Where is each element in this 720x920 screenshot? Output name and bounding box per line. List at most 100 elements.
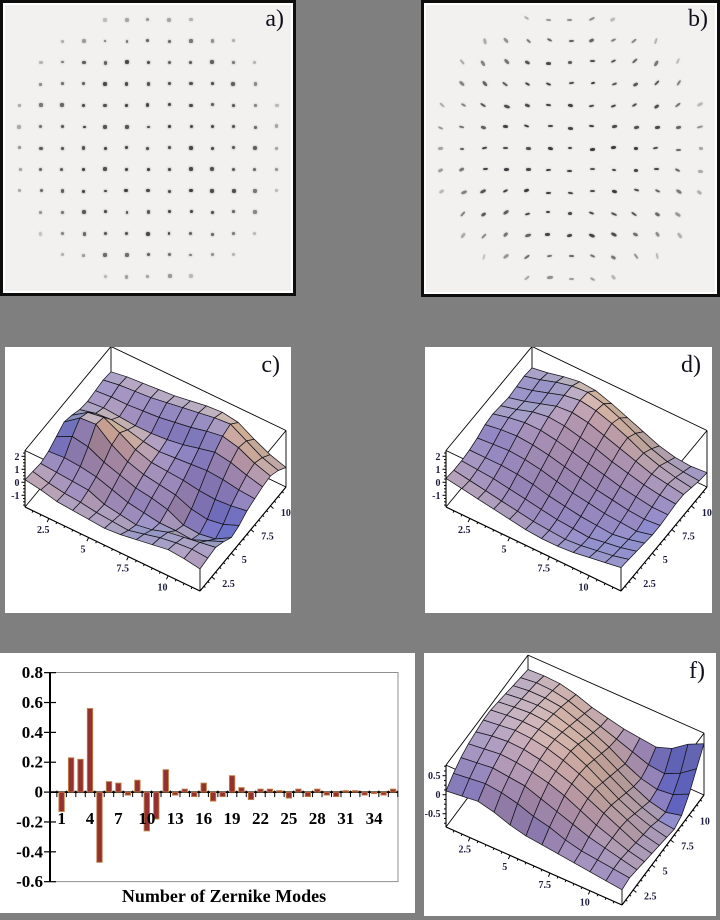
- lenslet-spot: [610, 58, 617, 64]
- svg-text:-0.4: -0.4: [16, 842, 43, 861]
- lenslet-spot: [588, 16, 595, 22]
- lenslet-spot: [696, 101, 703, 107]
- lenslet-spot: [545, 232, 551, 236]
- svg-text:2.5: 2.5: [458, 845, 471, 856]
- lenslet-spot: [167, 125, 171, 129]
- lenslet-spot: [253, 232, 257, 236]
- lenslet-spot: [61, 39, 65, 43]
- lenslet-spot: [545, 82, 551, 87]
- svg-text:0: 0: [436, 790, 441, 801]
- lenslet-spot: [674, 102, 681, 109]
- lenslet-spot: [274, 167, 278, 171]
- lenslet-spot: [675, 125, 681, 130]
- svg-text:5: 5: [502, 544, 507, 555]
- lenslet-spot: [124, 231, 129, 236]
- lenslet-spot: [502, 209, 509, 216]
- lenslet-spot: [567, 191, 573, 195]
- lenslet-spot: [146, 167, 150, 171]
- lenslet-spot: [525, 146, 531, 150]
- lenslet-spot: [125, 253, 129, 257]
- svg-text:10: 10: [158, 582, 168, 593]
- lenslet-spot: [567, 126, 573, 130]
- lenslet-spot: [39, 188, 44, 193]
- svg-text:25: 25: [280, 809, 297, 828]
- lenslet-spot: [124, 188, 128, 193]
- lenslet-spot: [654, 168, 660, 171]
- lenslet-spot: [146, 146, 150, 151]
- lenslet-spot: [189, 103, 193, 108]
- lenslet-spot: [168, 189, 172, 193]
- lenslet-spot: [525, 38, 531, 44]
- lenslet-spot: [610, 254, 616, 260]
- lenslet-spot: [481, 254, 486, 261]
- lenslet-spot: [211, 82, 214, 86]
- lenslet-spot: [567, 103, 574, 108]
- lenslet-spot: [167, 18, 171, 22]
- lenslet-spot: [125, 125, 129, 129]
- lenslet-spot: [631, 38, 638, 44]
- lenslet-spot: [654, 125, 660, 129]
- lenslet-spot: [210, 39, 214, 43]
- lenslet-spot: [502, 146, 508, 150]
- lenslet-spot: [189, 188, 194, 193]
- lenslet-spot: [610, 17, 616, 23]
- lenslet-spot: [654, 37, 659, 44]
- svg-text:2: 2: [15, 452, 20, 463]
- lenslet-spot: [545, 103, 551, 107]
- lenslet-spot: [479, 188, 487, 194]
- lenslet-spot: [188, 232, 192, 236]
- lenslet-spot: [61, 125, 65, 129]
- lenslet-spot: [568, 39, 574, 42]
- lenslet-spot: [18, 146, 22, 150]
- lenslet-spot: [253, 189, 257, 193]
- svg-text:10: 10: [580, 898, 590, 909]
- svg-text:2.5: 2.5: [37, 525, 50, 536]
- lenslet-spot: [676, 232, 682, 239]
- lenslet-spot: [524, 254, 531, 260]
- lenslet-spot: [653, 59, 659, 67]
- lenslet-spot: [610, 212, 617, 217]
- lenslet-spot: [168, 40, 171, 43]
- lenslet-spot: [437, 168, 443, 173]
- svg-text:7.5: 7.5: [261, 532, 274, 543]
- svg-text:5: 5: [502, 862, 507, 873]
- svg-text:10: 10: [579, 582, 589, 593]
- lenslet-spot: [167, 253, 172, 257]
- lenslet-spot: [60, 103, 64, 107]
- lenslet-spot: [546, 275, 553, 280]
- panel-a-spot-diagram: a): [0, 0, 296, 296]
- lenslet-spot: [168, 81, 172, 85]
- lenslet-spot: [167, 146, 171, 150]
- panel-b-spot-diagram: b): [421, 0, 720, 297]
- svg-text:-1: -1: [11, 491, 19, 502]
- svg-text:2: 2: [436, 452, 441, 463]
- lenslet-spot: [232, 103, 236, 107]
- lenslet-spot: [480, 125, 487, 130]
- lenslet-spot: [588, 37, 594, 43]
- lenslet-spot: [481, 232, 488, 239]
- lenslet-spot: [103, 167, 107, 171]
- svg-text:16: 16: [195, 809, 212, 828]
- lenslet-spot: [103, 232, 107, 236]
- panel-f-surface-plot: 2.5 5 7.5 10 2.5 5 7.5 10 -0.5 0 0.5 f): [424, 653, 716, 916]
- svg-text:0.6: 0.6: [22, 693, 43, 712]
- lenslet-spot: [653, 146, 659, 150]
- lenslet-spot: [60, 210, 65, 215]
- lenslet-spot: [81, 146, 86, 150]
- lenslet-spot: [502, 231, 509, 237]
- svg-text:7.5: 7.5: [538, 880, 551, 891]
- surface-plot-c-canvas: 2.5 5 7.5 10 2.5 5 7.5 10 -1 0 1 2: [11, 347, 291, 593]
- lenslet-spot: [566, 233, 573, 238]
- lenslet-spot: [524, 60, 531, 65]
- lenslet-spot: [61, 60, 65, 64]
- lenslet-spot: [546, 37, 553, 42]
- lenslet-spot: [632, 82, 639, 87]
- bar-chart-canvas: 0.8 0.6 0.4 0.2 0 -0.2 -0.4 -0.6 1 4 7 10 13 16 19 22 25…: [16, 663, 399, 891]
- svg-text:0.4: 0.4: [22, 723, 44, 742]
- lenslet-spot: [545, 61, 551, 65]
- svg-text:13: 13: [167, 809, 184, 828]
- lenslet-spot: [589, 147, 596, 151]
- lenslet-spot: [675, 58, 681, 65]
- lenslet-spot: [253, 104, 257, 108]
- lenslet-spot: [18, 103, 21, 107]
